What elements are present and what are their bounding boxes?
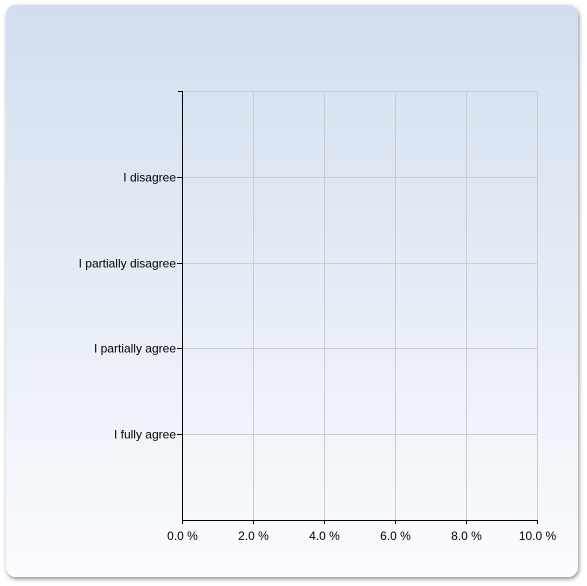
grid bbox=[182, 91, 538, 520]
x-tick-label: 6.0 % bbox=[380, 529, 411, 543]
y-tick-label: I partially agree bbox=[94, 342, 176, 356]
x-tick-labels: 0.0 % 2.0 % 4.0 % 6.0 % 8.0 % 10.0 % bbox=[167, 529, 556, 543]
x-tick-label: 2.0 % bbox=[238, 529, 269, 543]
axes bbox=[177, 91, 538, 524]
chart-panel bbox=[6, 5, 578, 577]
y-tick-label: I partially disagree bbox=[79, 257, 177, 271]
x-tick-label: 4.0 % bbox=[309, 529, 340, 543]
y-tick-label: I disagree bbox=[123, 171, 176, 185]
y-tick-label: I fully agree bbox=[114, 428, 176, 442]
x-tick-label: 0.0 % bbox=[167, 529, 198, 543]
x-tick-label: 10.0 % bbox=[519, 529, 557, 543]
x-tick-label: 8.0 % bbox=[451, 529, 482, 543]
y-tick-labels: I disagree I partially disagree I partiall… bbox=[79, 171, 177, 442]
